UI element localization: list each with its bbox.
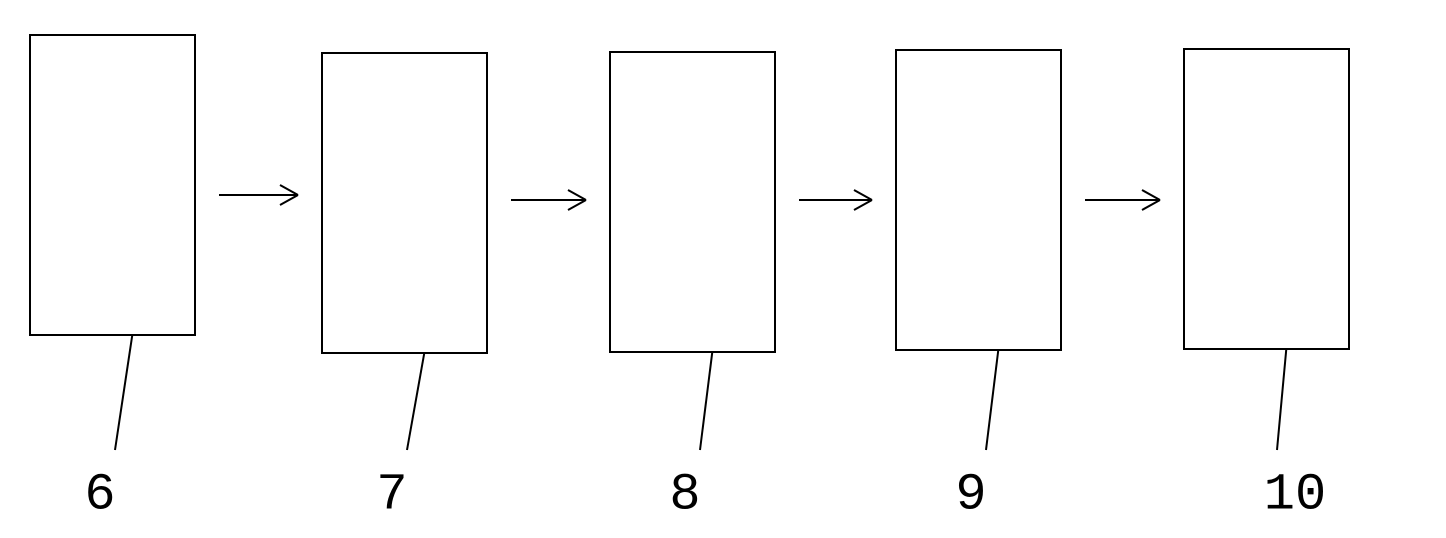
flow-box-label: 7: [376, 466, 407, 525]
flow-box: [322, 53, 487, 353]
leader-line: [407, 353, 424, 450]
flow-box-label: 8: [669, 466, 700, 525]
flow-box: [1184, 49, 1349, 349]
flow-box: [30, 35, 195, 335]
flow-box: [610, 52, 775, 352]
arrow-right-icon: [799, 190, 872, 210]
flow-box-label: 10: [1264, 466, 1326, 525]
leader-line: [700, 352, 712, 450]
leader-line: [1277, 349, 1286, 450]
flow-box: [896, 50, 1061, 350]
flow-box-label: 6: [84, 466, 115, 525]
flow-diagram: 6 7 8 9 10: [0, 0, 1446, 538]
leader-line: [986, 350, 998, 450]
arrow-right-icon: [511, 190, 586, 210]
leader-line: [115, 335, 132, 450]
arrow-right-icon: [1085, 190, 1160, 210]
flow-box-label: 9: [955, 466, 986, 525]
arrow-right-icon: [219, 185, 298, 205]
